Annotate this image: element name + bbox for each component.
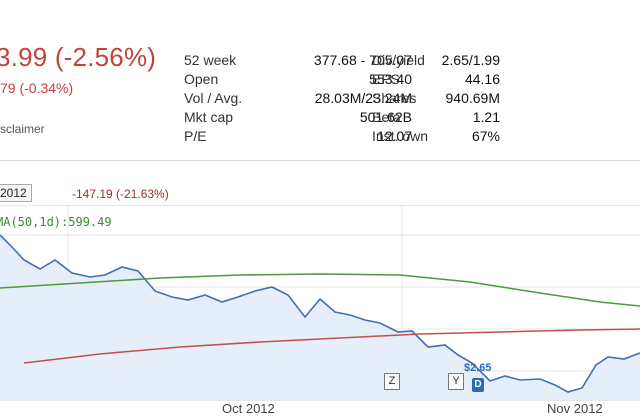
stat-value: 28.03M/23.24M (314, 90, 412, 106)
stat-value: 377.68 - 705.07 (313, 52, 412, 68)
stat-value: 2.65/1.99 (441, 52, 500, 68)
stat-value: 12.07 (376, 128, 412, 144)
price-line (0, 234, 640, 393)
x-axis-tick-label: Oct 2012 (222, 401, 275, 416)
news-marker-y[interactable]: Y (448, 373, 464, 390)
x-axis-tick-label: Nov 2012 (547, 401, 603, 416)
section-divider (0, 160, 640, 161)
sma200-line (23, 328, 640, 364)
stat-label: Vol / Avg. (184, 90, 243, 106)
stat-label: Mkt cap (184, 109, 234, 125)
sma50-line (0, 273, 640, 307)
price-area (0, 235, 640, 400)
price-chart[interactable] (0, 205, 640, 420)
stat-label: Shares (372, 90, 417, 106)
stat-value: 940.69M (445, 90, 500, 106)
stat-label: P/E (184, 128, 207, 144)
date-range-selector[interactable]: 2012 (0, 184, 32, 202)
stat-label: 52 week (184, 52, 237, 68)
stat-label: Beta (372, 109, 401, 125)
sma50-label: MA(50,1d):599.49 (0, 215, 112, 229)
stat-value: 553.40 (369, 71, 412, 87)
quote-price-change: 3.99 (-2.56%) (0, 42, 157, 72)
stat-value: 501.62B (359, 109, 412, 125)
after-hours-change: 79 (-0.34%) (0, 80, 74, 96)
news-marker-z[interactable]: Z (384, 373, 400, 390)
stat-value: 1.21 (472, 109, 500, 125)
range-change: -147.19 (-21.63%) (72, 187, 169, 201)
stat-value: 67% (471, 128, 500, 144)
dividend-marker[interactable]: D (472, 378, 484, 392)
price-chart-svg (0, 205, 640, 401)
disclaimer-link[interactable]: sclaimer (0, 122, 45, 136)
dividend-amount: $2.65 (464, 362, 492, 374)
stat-label: Div/yield (372, 52, 425, 68)
stat-label: Open (184, 71, 219, 87)
stat-label: Inst. own (372, 128, 429, 144)
stat-label: EPS (372, 71, 401, 87)
stat-value: 44.16 (464, 71, 500, 87)
